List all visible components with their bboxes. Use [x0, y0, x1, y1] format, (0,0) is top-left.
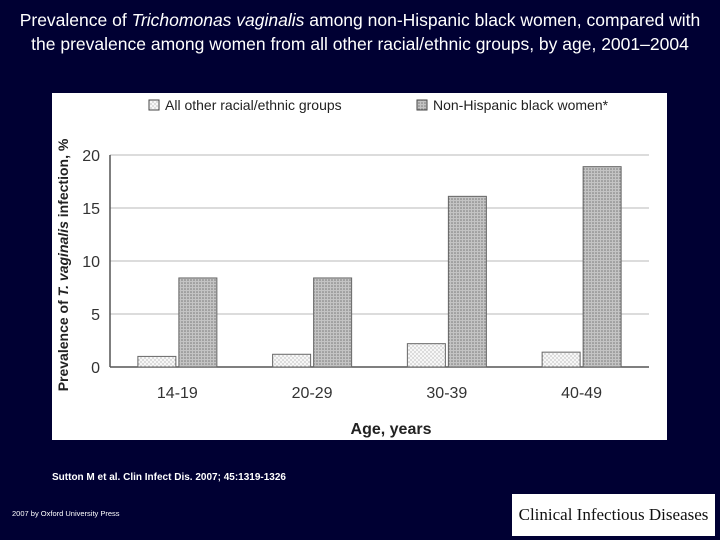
y-tick-label: 15 — [82, 201, 100, 218]
x-tick-label: 20-29 — [292, 385, 333, 402]
title-organism-name: Trichomonas vaginalis — [131, 10, 305, 30]
y-tick-label: 5 — [91, 307, 100, 324]
chart-legend: All other racial/ethnic groups Non-Hispa… — [148, 97, 609, 113]
chart-panel: All other racial/ethnic groups Non-Hispa… — [52, 93, 667, 440]
journal-logo: Clinical Infectious Diseases — [512, 494, 715, 536]
copyright-notice: 2007 by Oxford University Press — [12, 509, 120, 518]
journal-logo-text: Clinical Infectious Diseases — [518, 505, 709, 524]
bar-other-groups — [541, 351, 581, 368]
legend-swatch-other — [148, 99, 160, 111]
title-text-start: Prevalence of — [19, 10, 132, 30]
legend-swatch-black — [416, 99, 428, 111]
y-axis-label-start: Prevalence of — [55, 296, 71, 391]
title-text-end: among non-Hispanic black women, compared… — [31, 10, 701, 54]
y-tick-label: 10 — [82, 254, 100, 271]
y-axis-label-organism: T. vaginalis — [55, 221, 71, 296]
bar-non-hispanic-black — [582, 166, 622, 368]
y-tick-label: 0 — [91, 360, 100, 377]
x-tick-label: 40-49 — [561, 385, 602, 402]
plot-area: 0 5 10 15 20 14-19 20-29 30-39 40-49 — [82, 148, 649, 402]
bar-other-groups — [406, 343, 446, 368]
bar-other-groups — [272, 353, 312, 368]
bar-non-hispanic-black — [447, 195, 487, 368]
legend-label-other: All other racial/ethnic groups — [165, 97, 342, 113]
y-axis-label-end: infection, % — [55, 138, 71, 221]
legend-label-black: Non-Hispanic black women* — [433, 97, 609, 113]
bar-non-hispanic-black — [178, 277, 218, 368]
x-tick-label: 30-39 — [426, 385, 467, 402]
bar-chart: All other racial/ethnic groups Non-Hispa… — [55, 97, 649, 438]
x-tick-label: 14-19 — [157, 385, 198, 402]
citation: Sutton M et al. Clin Infect Dis. 2007; 4… — [52, 472, 286, 483]
y-axis-label: Prevalence of T. vaginalis infection, % — [55, 138, 71, 391]
y-tick-label: 20 — [82, 148, 100, 165]
slide-title: Prevalence of Trichomonas vaginalis amon… — [10, 8, 710, 56]
bar-non-hispanic-black — [313, 277, 353, 368]
x-axis-label: Age, years — [351, 421, 432, 438]
bar-other-groups — [137, 355, 177, 368]
